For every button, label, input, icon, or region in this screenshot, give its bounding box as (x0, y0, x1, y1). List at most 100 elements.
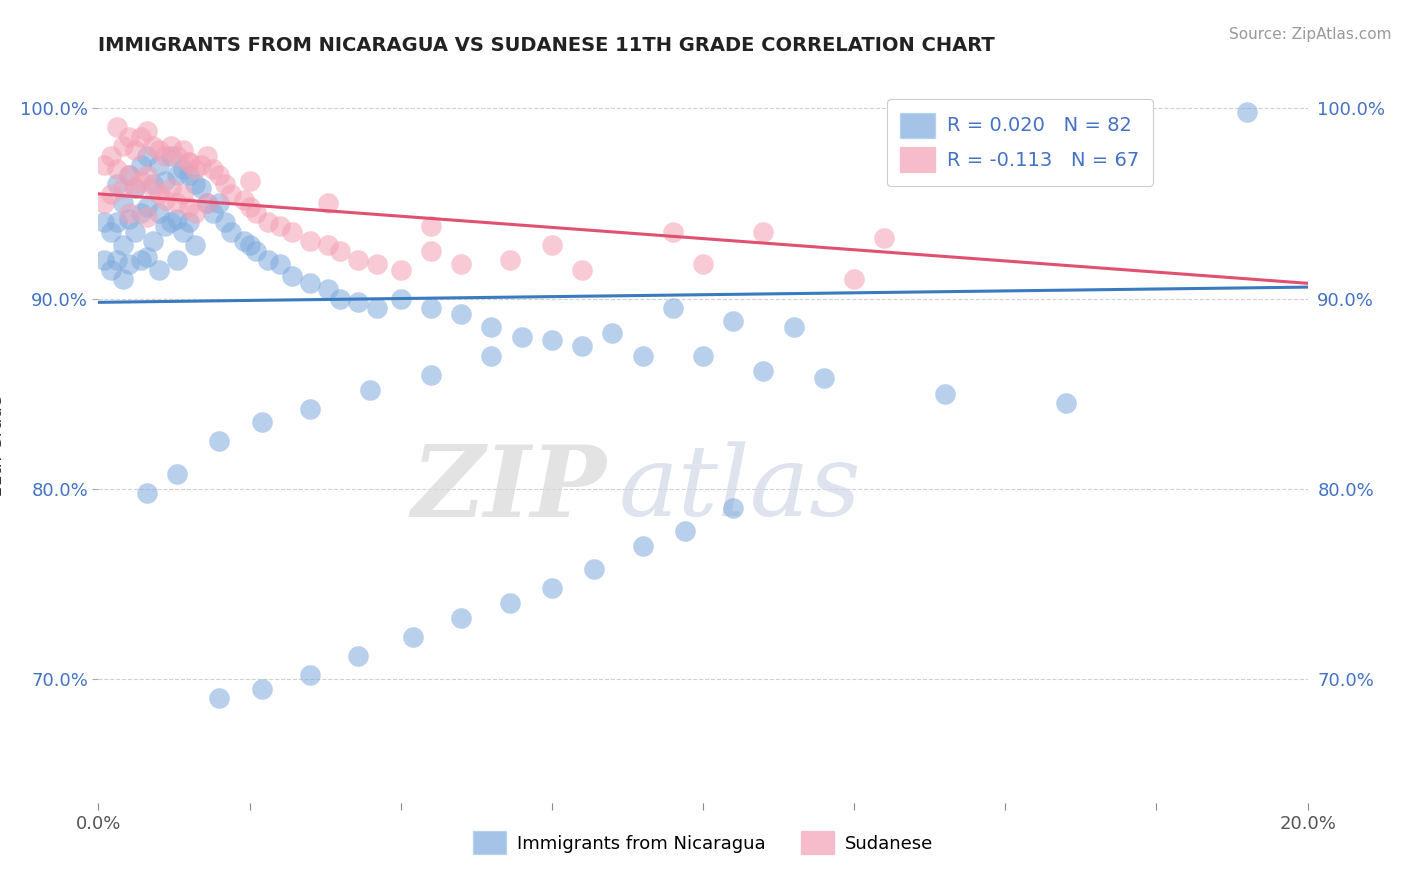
Point (148, 263, 170, 277)
Point (723, 500, 745, 515)
Point (153, 193, 176, 207)
Point (118, 168, 141, 182)
Point (124, 143, 146, 157)
Text: IMMIGRANTS FROM NICARAGUA VS SUDANESE 11TH GRADE CORRELATION CHART: IMMIGRANTS FROM NICARAGUA VS SUDANESE 11… (98, 36, 995, 54)
Point (450, 257, 472, 271)
Point (692, 349, 714, 363)
Point (166, 149, 188, 163)
Point (256, 215, 278, 229)
Point (135, 210, 157, 224)
Point (129, 129, 152, 144)
Point (299, 401, 322, 416)
Point (166, 211, 188, 226)
Point (239, 173, 262, 187)
Legend: Immigrants from Nicaragua, Sudanese: Immigrants from Nicaragua, Sudanese (463, 821, 943, 865)
Point (1236, 105, 1258, 120)
Point (389, 263, 412, 277)
Point (723, 314, 745, 328)
Point (844, 272, 866, 286)
Point (202, 206, 225, 220)
Point (93, 215, 115, 229)
Point (450, 307, 472, 321)
Point (281, 225, 304, 239)
Point (129, 253, 152, 268)
Point (602, 326, 624, 340)
Point (299, 235, 322, 249)
Point (256, 253, 278, 268)
Point (179, 154, 201, 169)
Point (93, 253, 115, 268)
Point (100, 225, 122, 239)
Point (329, 292, 352, 306)
Point (389, 292, 412, 306)
Point (190, 158, 212, 172)
Point (752, 364, 775, 378)
Point (208, 168, 231, 182)
Point (540, 334, 562, 348)
Point (239, 238, 262, 252)
Point (179, 154, 201, 169)
Point (366, 257, 388, 271)
Point (420, 219, 443, 234)
Point (160, 149, 183, 163)
Point (179, 200, 201, 214)
Point (195, 196, 218, 211)
Point (934, 386, 956, 401)
Point (783, 320, 806, 334)
Point (329, 244, 352, 258)
Point (202, 162, 225, 177)
Point (153, 149, 176, 163)
Point (752, 225, 775, 239)
Point (118, 257, 141, 271)
Point (111, 196, 134, 211)
Point (160, 139, 183, 153)
Point (232, 235, 254, 249)
Point (195, 196, 218, 211)
Point (540, 238, 562, 252)
Point (166, 467, 188, 481)
Point (281, 268, 304, 283)
Point (135, 149, 157, 163)
Point (184, 162, 207, 177)
Point (105, 253, 128, 268)
Point (129, 173, 152, 187)
Point (184, 206, 207, 220)
Point (135, 200, 157, 214)
Text: Source: ZipAtlas.com: Source: ZipAtlas.com (1229, 27, 1392, 42)
Point (105, 215, 128, 229)
Point (135, 168, 157, 182)
Point (93, 196, 115, 211)
Point (179, 168, 201, 182)
Point (661, 301, 683, 315)
Point (142, 178, 165, 192)
Point (366, 301, 388, 315)
Text: atlas: atlas (619, 442, 860, 536)
Point (118, 211, 141, 226)
Point (93, 158, 115, 172)
Point (129, 158, 152, 172)
Point (172, 225, 194, 239)
Point (360, 383, 382, 397)
Point (661, 225, 683, 239)
Y-axis label: 11th Grade: 11th Grade (0, 395, 6, 497)
Point (179, 215, 201, 229)
Point (420, 301, 443, 315)
Point (269, 219, 291, 234)
Point (214, 178, 236, 192)
Point (250, 415, 273, 429)
Point (100, 263, 122, 277)
Point (540, 581, 562, 595)
Point (148, 158, 170, 172)
Point (184, 178, 207, 192)
Point (142, 235, 165, 249)
Point (269, 257, 291, 271)
Point (153, 219, 176, 234)
Point (481, 320, 503, 334)
Point (166, 253, 188, 268)
Point (299, 277, 322, 291)
Point (190, 181, 212, 195)
Point (299, 668, 322, 682)
Point (316, 282, 339, 296)
Point (813, 371, 835, 385)
Point (124, 225, 146, 239)
